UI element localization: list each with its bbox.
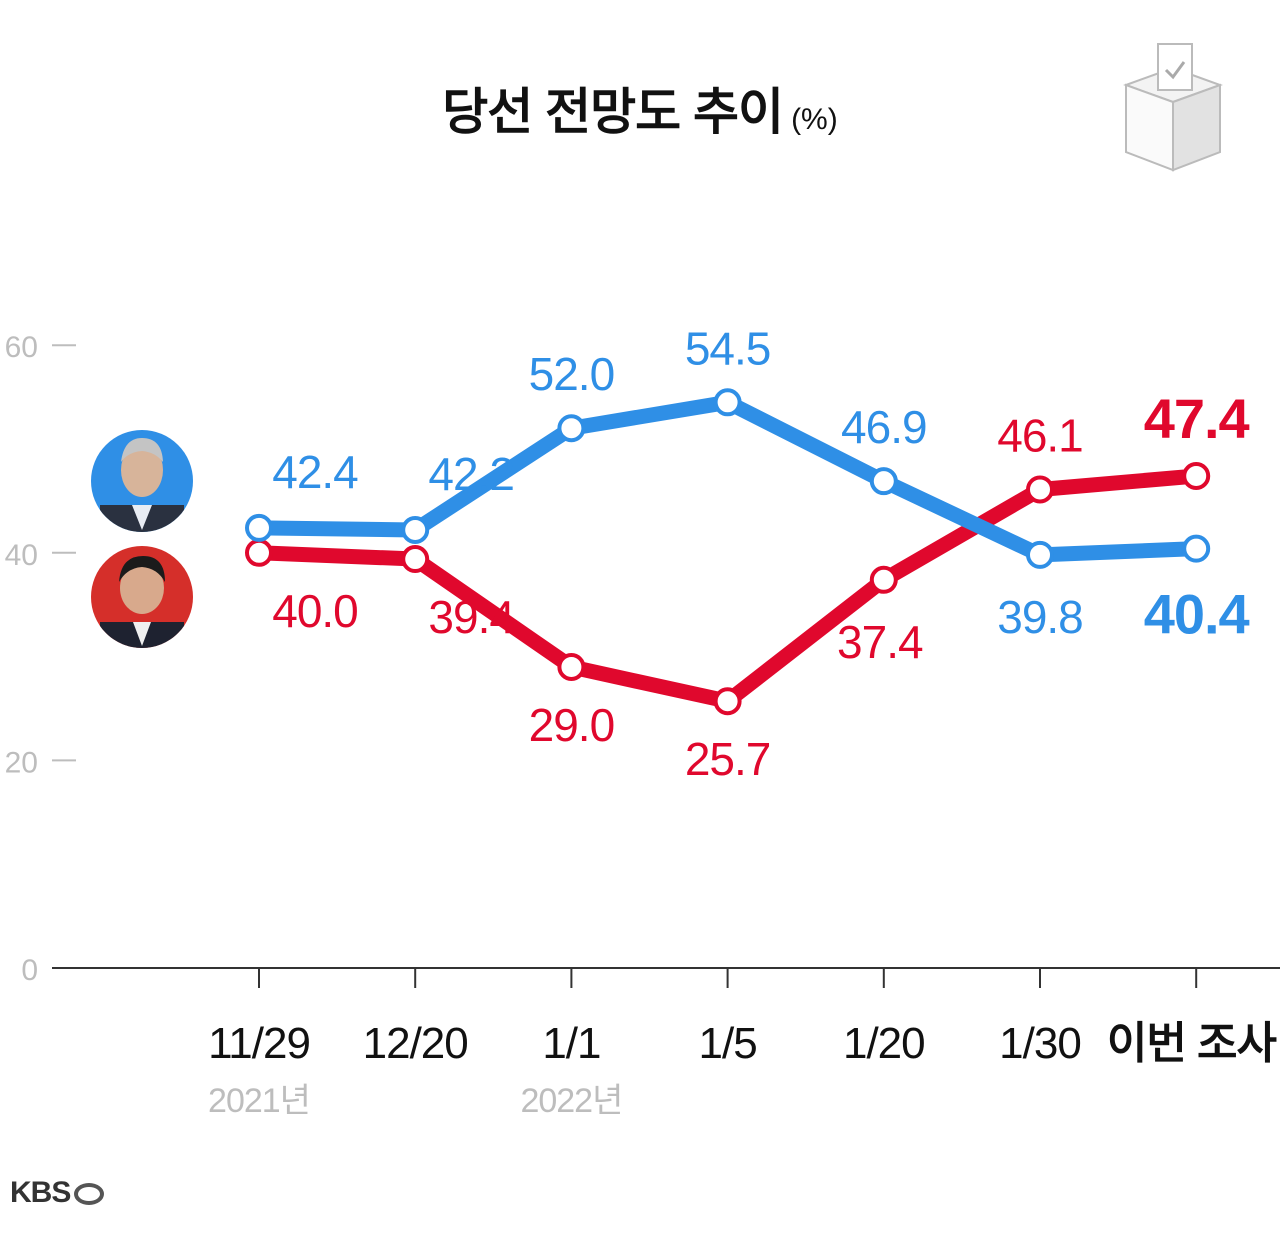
x-tick-label: 1/30: [999, 1019, 1081, 1068]
series-blue-value-label: 52.0: [529, 348, 615, 400]
series-blue-value-label: 54.5: [685, 322, 771, 374]
logo-text: KBS: [10, 1176, 71, 1209]
kbs-ring-icon: [74, 1183, 105, 1205]
series-red-line: [251, 468, 1204, 709]
series-blue-value-label: 39.8: [997, 591, 1083, 643]
y-tick-label: 60: [5, 331, 38, 364]
series-red-point: [245, 538, 273, 567]
x-year-label: 2021년: [208, 1082, 310, 1120]
series-blue-point: [713, 388, 742, 417]
x-tick-label: 12/20: [363, 1019, 468, 1068]
series-blue-point: [245, 513, 273, 542]
series-red-value-label: 39.4: [428, 591, 514, 643]
y-tick-label: 0: [21, 954, 38, 987]
x-tick-label: 이번 조사: [1107, 1019, 1277, 1068]
label-layer: 40.0 39.4 29.0 25.7 37.4 46.1 47.4 42.4 42.2 52.0…: [272, 322, 1250, 785]
unit-text: (%): [791, 103, 838, 136]
series-red-point: [1026, 475, 1054, 504]
x-tick-label: 1/20: [843, 1019, 925, 1068]
series-red-value-label: 47.4: [1144, 387, 1250, 450]
series-red-value-label: 46.1: [997, 409, 1083, 461]
series-red-value-label: 29.0: [529, 699, 615, 751]
series-red-value-label: 25.7: [685, 733, 771, 785]
series-layer: [245, 388, 1211, 716]
x-tick-label: 1/1: [542, 1019, 600, 1068]
series-red-point: [869, 565, 898, 594]
series-blue-value-label: 40.4: [1144, 583, 1250, 646]
ballot-box-icon: [1123, 43, 1223, 172]
series-blue-point: [557, 414, 586, 443]
kbs-logo: KBS: [10, 1176, 105, 1210]
axis-layer: 0 20 40 60 11/29 2021년 12/20 1/1 2022년 1/5 1/20 1/3…: [5, 331, 1280, 1120]
series-red-point: [401, 545, 430, 574]
x-tick-label: 11/29: [208, 1019, 310, 1068]
title-text: 당선 전망도 추이: [442, 84, 784, 140]
series-blue-point: [1182, 534, 1211, 563]
series-blue-value-label: 46.9: [841, 401, 927, 453]
y-tick-label: 40: [5, 539, 38, 572]
series-blue-value-label: 42.4: [272, 446, 358, 498]
series-blue-point: [401, 515, 430, 544]
series-blue-point: [869, 467, 898, 496]
chart-title: 당선 전망도 추이 (%): [0, 72, 1280, 144]
x-tick-label: 1/5: [699, 1019, 757, 1068]
series-red-point: [557, 652, 586, 681]
series-red-value-label: 37.4: [837, 616, 923, 668]
series-blue-value-label: 42.2: [428, 448, 514, 500]
series-red-value-label: 40.0: [272, 585, 358, 637]
series-red-point: [713, 687, 742, 716]
y-tick-label: 20: [5, 746, 38, 779]
series-blue-point: [1026, 540, 1054, 569]
x-year-label: 2022년: [520, 1082, 622, 1120]
avatar-layer: [91, 430, 193, 648]
series-red-point: [1182, 461, 1211, 490]
